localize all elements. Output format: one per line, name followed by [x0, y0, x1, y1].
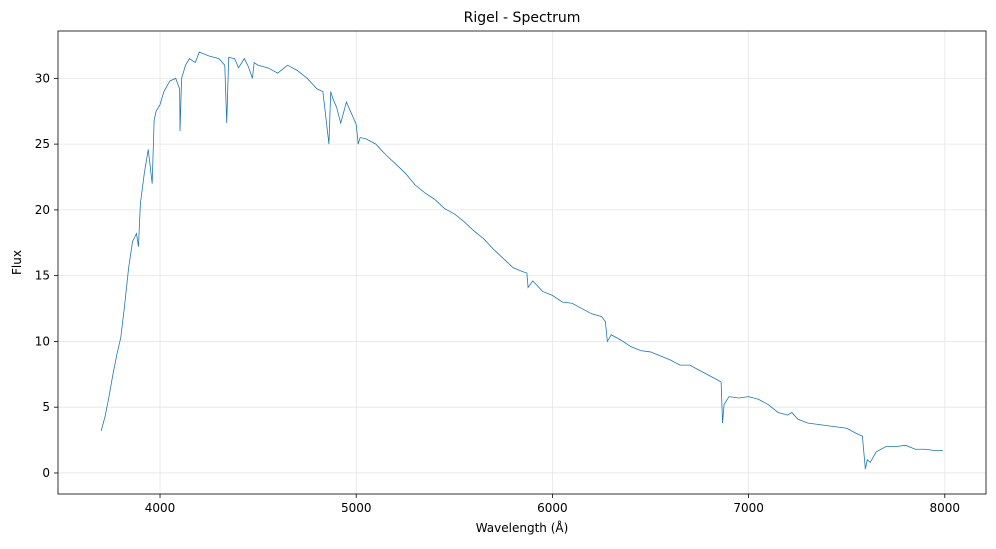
x-tick-label: 5000 — [341, 501, 372, 515]
y-tick-label: 30 — [35, 71, 50, 85]
axis-ticks: 4000 5000 6000 7000 8000 0 5 10 15 20 25 30 — [35, 71, 960, 515]
series-line-flux — [100, 51, 943, 470]
x-tick-label: 8000 — [930, 501, 961, 515]
grid — [58, 31, 986, 494]
y-axis-title: Flux — [10, 250, 24, 275]
y-tick-label: 10 — [35, 334, 50, 348]
y-tick-label: 25 — [35, 137, 50, 151]
x-axis-title: Wavelength (Å) — [476, 520, 569, 535]
y-tick-label: 15 — [35, 269, 50, 283]
x-tick-label: 4000 — [145, 501, 176, 515]
y-tick-label: 0 — [42, 466, 50, 480]
y-tick-label: 20 — [35, 203, 50, 217]
x-tick-label: 6000 — [537, 501, 568, 515]
y-tick-label: 5 — [42, 400, 50, 414]
chart-title: Rigel - Spectrum — [464, 10, 581, 26]
x-tick-label: 7000 — [733, 501, 764, 515]
plot-frame — [57, 30, 987, 495]
